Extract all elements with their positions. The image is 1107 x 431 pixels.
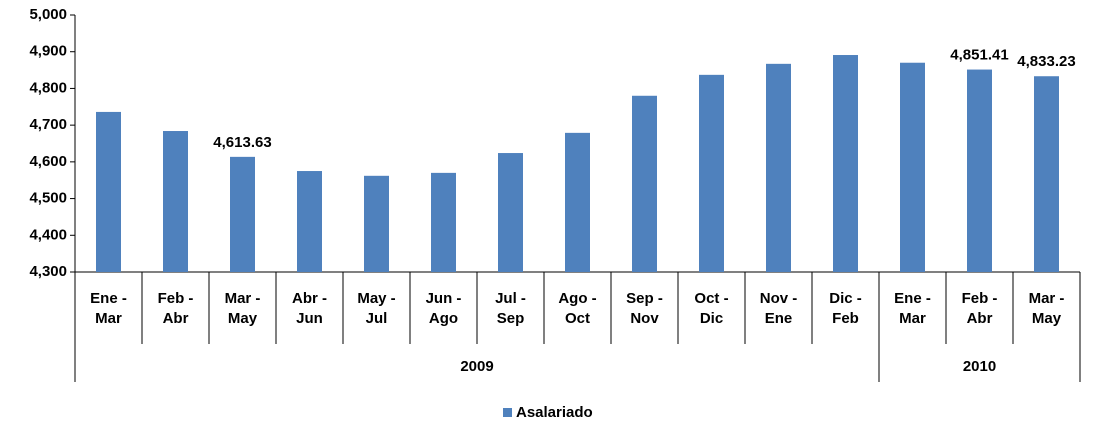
bar bbox=[900, 62, 925, 272]
bar bbox=[498, 153, 523, 272]
bar bbox=[565, 132, 590, 272]
y-tick-label: 4,600 bbox=[29, 153, 67, 170]
bar bbox=[699, 74, 724, 272]
x-tick-label: Sep -Nov bbox=[626, 290, 663, 327]
group-label: 2009 bbox=[460, 358, 493, 375]
y-tick-label: 4,300 bbox=[29, 263, 67, 280]
x-tick-label: Ago -Oct bbox=[558, 290, 596, 327]
y-tick-label: 4,800 bbox=[29, 79, 67, 96]
x-tick-label: Dic -Feb bbox=[829, 290, 862, 327]
y-tick-label: 5,000 bbox=[29, 6, 67, 23]
x-tick-label: Ene -Mar bbox=[90, 290, 127, 327]
legend-label: Asalariado bbox=[516, 404, 593, 421]
bar bbox=[163, 131, 188, 272]
bar bbox=[364, 175, 389, 272]
group-label: 2010 bbox=[963, 358, 996, 375]
legend-swatch bbox=[503, 408, 512, 417]
bar bbox=[1034, 76, 1059, 272]
x-tick-label: Mar -May bbox=[1029, 290, 1065, 327]
bar bbox=[431, 172, 456, 272]
x-tick-label: Mar -May bbox=[225, 290, 261, 327]
x-tick-label: May -Jul bbox=[357, 290, 395, 327]
x-tick-label: Abr -Jun bbox=[292, 290, 327, 327]
bar bbox=[297, 171, 322, 272]
bar bbox=[833, 55, 858, 272]
value-label: 4,613.63 bbox=[213, 134, 271, 151]
y-tick-label: 4,900 bbox=[29, 43, 67, 60]
x-tick-label: Jul -Sep bbox=[495, 290, 526, 327]
y-tick-label: 4,700 bbox=[29, 116, 67, 133]
value-label: 4,833.23 bbox=[1017, 53, 1075, 70]
value-label: 4,851.41 bbox=[950, 47, 1008, 64]
x-tick-label: Oct -Dic bbox=[694, 290, 728, 327]
y-tick-label: 4,500 bbox=[29, 190, 67, 207]
bar bbox=[766, 63, 791, 272]
x-tick-label: Feb -Abr bbox=[158, 290, 194, 327]
x-tick-label: Feb -Abr bbox=[962, 290, 998, 327]
x-tick-label: Nov -Ene bbox=[760, 290, 798, 327]
bar bbox=[96, 111, 121, 272]
x-tick-label: Ene -Mar bbox=[894, 290, 931, 327]
bar bbox=[967, 69, 992, 272]
bar bbox=[230, 156, 255, 272]
y-tick-label: 4,400 bbox=[29, 226, 67, 243]
bar bbox=[632, 95, 657, 273]
x-tick-label: Jun -Ago bbox=[426, 290, 462, 327]
